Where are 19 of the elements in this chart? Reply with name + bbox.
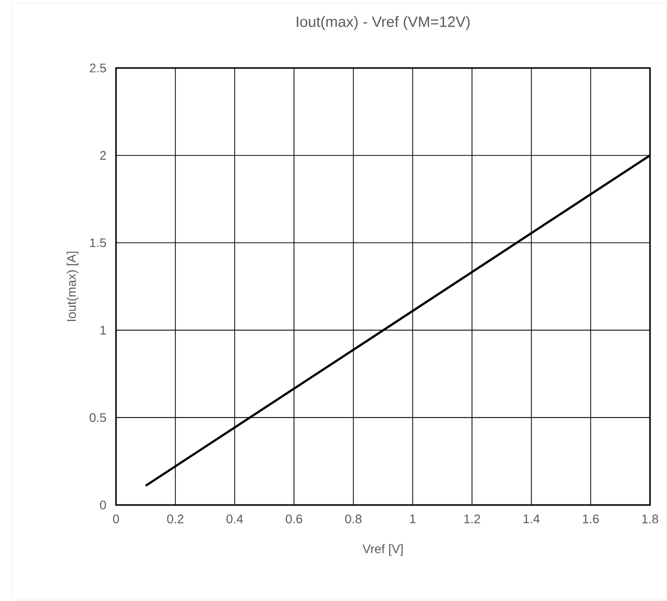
y-tick-label: 0 [100, 500, 106, 510]
y-tick-label: 2 [100, 151, 106, 160]
y-tick-label: 1 [100, 326, 106, 334]
y-tick-label: 0.5 [90, 413, 106, 422]
x-tick-label: 1.4 [524, 514, 540, 524]
chart-title: Iout(max) - Vref (VM=12V) [296, 16, 470, 30]
x-tick-label: 1 [410, 514, 416, 524]
x-tick-label: 0.6 [286, 514, 302, 524]
x-tick-label: 1.6 [582, 514, 599, 524]
x-tick-label: 0.2 [167, 514, 184, 524]
x-tick-label: 1.2 [464, 514, 480, 524]
x-tick-label: 0.4 [226, 514, 243, 524]
x-tick-label: 1.8 [642, 514, 658, 524]
y-axis-title: Iout(max) [A] [66, 252, 78, 321]
x-axis-title: Vref [V] [362, 544, 403, 556]
x-tick-label: 0.8 [345, 514, 362, 524]
y-tick-label: 1.5 [90, 238, 106, 248]
x-tick-label: 0 [113, 514, 119, 524]
y-tick-label: 2.5 [90, 64, 106, 72]
